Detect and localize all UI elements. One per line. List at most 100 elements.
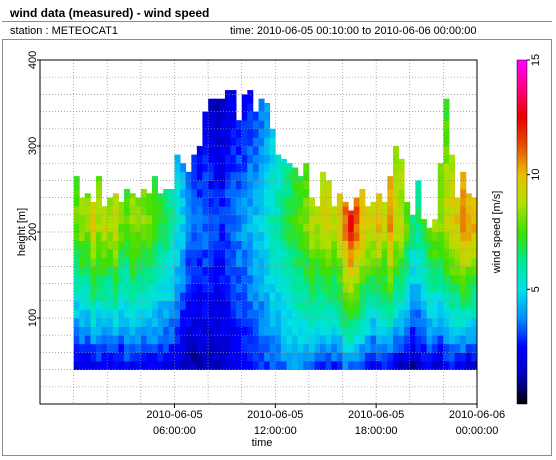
heatmap-cell bbox=[292, 343, 299, 353]
heatmap-cell bbox=[465, 240, 472, 250]
heatmap-cell bbox=[454, 352, 461, 362]
heatmap-cell bbox=[443, 98, 450, 104]
heatmap-cell bbox=[387, 326, 394, 336]
heatmap-cell bbox=[286, 309, 293, 319]
heatmap-cell bbox=[258, 232, 265, 241]
heatmap-cell bbox=[264, 154, 271, 164]
heatmap-cell bbox=[90, 214, 97, 224]
heatmap-cell bbox=[230, 283, 237, 293]
heatmap-cell bbox=[415, 343, 422, 353]
heatmap-cell bbox=[280, 249, 287, 259]
heatmap-cell bbox=[275, 266, 282, 276]
heatmap-cell bbox=[208, 309, 215, 319]
heatmap-cell bbox=[465, 352, 472, 362]
heatmap-cell bbox=[275, 352, 282, 362]
heatmap-cell bbox=[168, 361, 175, 370]
heatmap-cell bbox=[420, 223, 427, 233]
heatmap-cell bbox=[236, 240, 243, 250]
heatmap-cell bbox=[448, 232, 455, 241]
heatmap-cell bbox=[443, 180, 450, 190]
heatmap-cell bbox=[286, 223, 293, 233]
heatmap-cell bbox=[342, 335, 349, 345]
heatmap-cell bbox=[331, 326, 338, 336]
heatmap-cell bbox=[314, 223, 321, 233]
heatmap-cell bbox=[101, 214, 108, 224]
heatmap-cell bbox=[454, 309, 461, 319]
heatmap-cell bbox=[292, 223, 299, 233]
heatmap-cell bbox=[432, 266, 439, 276]
heatmap-cell bbox=[90, 292, 97, 302]
heatmap-cell bbox=[213, 128, 220, 138]
heatmap-cell bbox=[443, 137, 450, 147]
heatmap-cell bbox=[180, 257, 187, 267]
heatmap-cell bbox=[180, 283, 187, 293]
heatmap-cell bbox=[443, 146, 450, 155]
heatmap-cell bbox=[359, 214, 366, 224]
heatmap-cell bbox=[174, 300, 181, 310]
heatmap-cell bbox=[174, 189, 181, 198]
heatmap-cell bbox=[140, 232, 147, 241]
heatmap-cell bbox=[292, 257, 299, 267]
heatmap-cell bbox=[292, 189, 299, 198]
station-label: station : METEOCAT1 bbox=[10, 25, 118, 37]
heatmap-cell bbox=[191, 300, 198, 310]
heatmap-cell bbox=[404, 343, 411, 353]
heatmap-cell bbox=[252, 120, 259, 130]
heatmap-cell bbox=[269, 318, 276, 327]
heatmap-cell bbox=[370, 361, 377, 370]
heatmap-cell bbox=[73, 232, 80, 241]
heatmap-cell bbox=[325, 214, 332, 224]
heatmap-cell bbox=[84, 292, 91, 302]
heatmap-cell bbox=[135, 283, 142, 293]
heatmap-cell bbox=[252, 137, 259, 147]
heatmap-cell bbox=[224, 335, 231, 345]
heatmap-cell bbox=[196, 335, 203, 345]
heatmap-cell bbox=[336, 309, 343, 319]
heatmap-cell bbox=[448, 275, 455, 284]
heatmap-cell bbox=[387, 352, 394, 362]
heatmap-cell bbox=[174, 240, 181, 250]
heatmap-cell bbox=[168, 292, 175, 302]
heatmap-cell bbox=[73, 283, 80, 293]
heatmap-cell bbox=[258, 154, 265, 164]
heatmap-cell bbox=[112, 223, 119, 233]
heatmap-cell bbox=[202, 214, 209, 224]
heatmap-cell bbox=[286, 335, 293, 345]
heatmap-cell bbox=[292, 206, 299, 216]
heatmap-cell bbox=[393, 318, 400, 327]
heatmap-cell bbox=[409, 292, 416, 302]
heatmap-cell bbox=[437, 275, 444, 284]
heatmap-cell bbox=[247, 137, 254, 147]
heatmap-cell bbox=[370, 223, 377, 233]
heatmap-cell bbox=[196, 171, 203, 181]
heatmap-cell bbox=[359, 249, 366, 259]
heatmap-cell bbox=[157, 335, 164, 345]
heatmap-cell bbox=[73, 240, 80, 250]
heatmap-cell bbox=[292, 171, 299, 181]
heatmap-cell bbox=[303, 206, 310, 216]
heatmap-cell bbox=[219, 361, 226, 370]
heatmap-cell bbox=[157, 318, 164, 327]
heatmap-cell bbox=[236, 189, 243, 198]
heatmap-cell bbox=[247, 283, 254, 293]
heatmap-cell bbox=[112, 193, 119, 198]
heatmap-cell bbox=[73, 275, 80, 284]
heatmap-cell bbox=[275, 343, 282, 353]
heatmap-cell bbox=[364, 292, 371, 302]
heatmap-cell bbox=[376, 326, 383, 336]
heatmap-cell bbox=[129, 257, 136, 267]
heatmap-cell bbox=[73, 206, 80, 216]
heatmap-cell bbox=[208, 283, 215, 293]
heatmap-cell bbox=[258, 283, 265, 293]
heatmap-cell bbox=[196, 223, 203, 233]
heatmap-cell bbox=[286, 318, 293, 327]
heatmap-cell bbox=[437, 232, 444, 241]
heatmap-cell bbox=[325, 275, 332, 284]
heatmap-cell bbox=[303, 223, 310, 233]
heatmap-cell bbox=[191, 240, 198, 250]
heatmap-cell bbox=[230, 103, 237, 112]
heatmap-cell bbox=[359, 309, 366, 319]
heatmap-cell bbox=[292, 197, 299, 207]
heatmap-cell bbox=[208, 146, 215, 155]
heatmap-cell bbox=[168, 266, 175, 276]
